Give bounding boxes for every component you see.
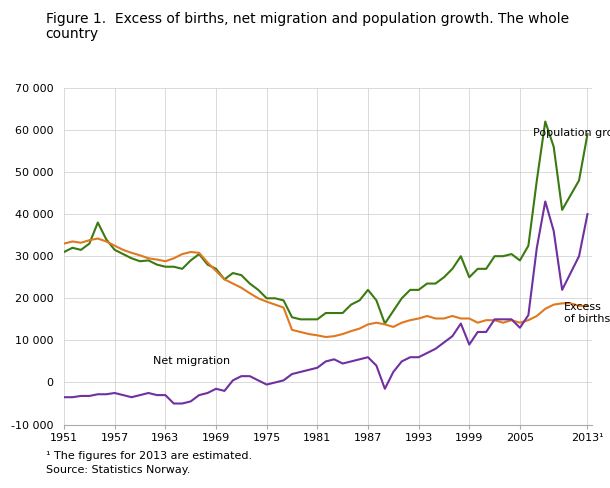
Text: Source: Statistics Norway.: Source: Statistics Norway.	[46, 465, 190, 474]
Text: Net migration: Net migration	[152, 356, 230, 366]
Text: country: country	[46, 27, 99, 41]
Text: Population growth: Population growth	[533, 128, 610, 138]
Text: Excess
of births: Excess of births	[564, 302, 610, 324]
Text: ¹ The figures for 2013 are estimated.: ¹ The figures for 2013 are estimated.	[46, 451, 252, 461]
Text: Figure 1.  Excess of births, net migration and population growth. The whole: Figure 1. Excess of births, net migratio…	[46, 12, 569, 26]
